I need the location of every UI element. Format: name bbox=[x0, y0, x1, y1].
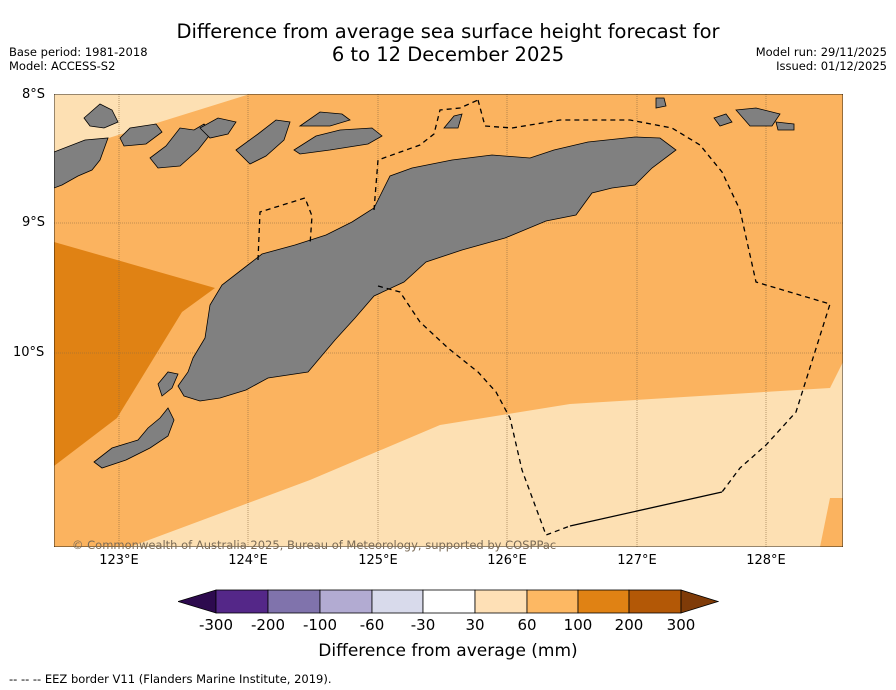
colorbar-bin-4 bbox=[371, 589, 424, 614]
atauro-island bbox=[298, 111, 351, 127]
colorbar-label: -30 bbox=[410, 616, 436, 634]
issued-date: Issued: 01/12/2025 bbox=[776, 58, 887, 73]
lon-label-127e: 127°E bbox=[617, 553, 657, 568]
field-100-200-west bbox=[54, 242, 215, 466]
colorbar-label: -200 bbox=[250, 616, 286, 634]
colorbar-bin-3 bbox=[319, 589, 373, 614]
meta-right: Model run: 29/11/2025 Issued: 01/12/2025 bbox=[755, 45, 887, 73]
colorbar-extend-low bbox=[178, 589, 217, 614]
lat-label-10s: 10°S bbox=[13, 345, 45, 360]
colorbar-label: -100 bbox=[302, 616, 338, 634]
kisar-island bbox=[443, 113, 463, 129]
eez-legend: -- -- -- EEZ border V11 (Flanders Marine… bbox=[9, 672, 332, 686]
colorbar-title: Difference from average (mm) bbox=[318, 641, 578, 661]
rote-island bbox=[93, 407, 175, 469]
lon-label-123e: 123°E bbox=[99, 553, 139, 568]
field-100-200-southeast bbox=[820, 498, 843, 547]
lat-label-9s: 9°S bbox=[22, 215, 46, 230]
landmass bbox=[54, 97, 795, 469]
title-line-1: Difference from average sea surface heig… bbox=[176, 20, 720, 43]
solor-island bbox=[119, 123, 163, 147]
alor-islands bbox=[54, 137, 109, 189]
flores-east bbox=[83, 103, 119, 129]
colorbar bbox=[178, 589, 719, 614]
moa-island bbox=[775, 121, 795, 131]
model-name: Model: ACCESS-S2 bbox=[9, 58, 116, 73]
colorbar-bin-5 bbox=[422, 589, 476, 614]
lakor-island bbox=[713, 113, 733, 127]
lon-label-126e: 126°E bbox=[487, 553, 527, 568]
colorbar-label: -60 bbox=[359, 616, 385, 634]
semau-island bbox=[157, 371, 179, 397]
wetar-island bbox=[293, 127, 383, 155]
colorbar-label: -300 bbox=[198, 616, 234, 634]
colorbar-label: 60 bbox=[517, 616, 537, 634]
colorbar-bin-1 bbox=[215, 589, 269, 614]
romang-island bbox=[655, 97, 667, 109]
field-30-60-south bbox=[54, 362, 843, 547]
colorbar-bin-9 bbox=[628, 589, 682, 614]
colorbar-bin-2 bbox=[267, 589, 321, 614]
colorbar-label: 30 bbox=[465, 616, 485, 634]
copyright-notice: © Commonwealth of Australia 2025, Bureau… bbox=[72, 538, 557, 552]
eez-legend-text: EEZ border V11 (Flanders Marine Institut… bbox=[44, 672, 332, 686]
eez-border bbox=[257, 99, 831, 536]
meta-left: Base period: 1981-2018 Model: ACCESS-S2 bbox=[9, 45, 148, 73]
title-line-2: 6 to 12 December 2025 bbox=[331, 43, 565, 66]
colorbar-bin-8 bbox=[577, 589, 630, 614]
colorbar-bin-7 bbox=[526, 589, 579, 614]
colorbar-label: 300 bbox=[666, 616, 696, 634]
colorbar-label: 100 bbox=[563, 616, 593, 634]
colorbar-label: 200 bbox=[614, 616, 644, 634]
lon-label-124e: 124°E bbox=[228, 553, 268, 568]
eez-legend-marker: -- -- -- bbox=[9, 672, 42, 686]
colorbar-extend-high bbox=[680, 589, 719, 614]
lon-label-125e: 125°E bbox=[358, 553, 398, 568]
forecast-map bbox=[54, 94, 843, 547]
lat-label-8s: 8°S bbox=[22, 87, 46, 102]
timor-island bbox=[177, 136, 677, 402]
model-run: Model run: 29/11/2025 bbox=[755, 45, 887, 59]
lon-label-128e: 128°E bbox=[746, 553, 786, 568]
base-period: Base period: 1981-2018 bbox=[9, 45, 148, 59]
leti-island bbox=[735, 107, 781, 127]
colorbar-bin-6 bbox=[474, 589, 528, 614]
eez-border-solid bbox=[569, 491, 723, 527]
map-title: Difference from average sea surface heig… bbox=[0, 20, 896, 66]
pantar-island bbox=[199, 117, 237, 139]
alor-island bbox=[235, 119, 291, 165]
